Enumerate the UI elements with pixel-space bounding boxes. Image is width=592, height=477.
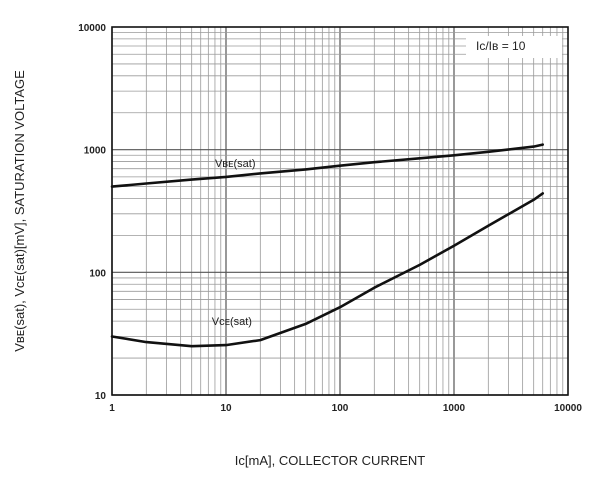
- plot-frame: [111, 26, 569, 396]
- series-line-vbe: [110, 143, 545, 188]
- series: [110, 143, 545, 348]
- x-tick-label: 100: [332, 403, 349, 414]
- y-tick-label: 1000: [84, 146, 107, 157]
- series-label-vce: Vᴄᴇ(sat): [212, 316, 252, 328]
- y-tick-label: 10000: [78, 23, 106, 34]
- x-tick-label: 10: [220, 403, 232, 414]
- annotation-text: Iᴄ/Iʙ = 10: [476, 39, 526, 53]
- grid: [111, 27, 568, 396]
- x-axis-title: Iᴄ[mA], COLLECTOR CURRENT: [235, 453, 426, 468]
- series-line-vce: [110, 192, 545, 348]
- series-label-vbe: Vʙᴇ(sat): [215, 158, 256, 170]
- x-tick-label: 1: [109, 403, 115, 414]
- annotation-box: Iᴄ/Iʙ = 10: [466, 36, 562, 58]
- y-tick-label: 10: [95, 391, 107, 402]
- x-tick-label: 1000: [443, 403, 466, 414]
- x-tick-label: 10000: [554, 403, 582, 414]
- series-labels: Vʙᴇ(sat) Vᴄᴇ(sat): [212, 158, 256, 328]
- y-axis-title: Vʙᴇ(sat), Vᴄᴇ(sat)[mV], SATURATION VOLTA…: [12, 70, 27, 352]
- y-tick-label: 100: [89, 268, 106, 279]
- annotation-background: [466, 36, 562, 58]
